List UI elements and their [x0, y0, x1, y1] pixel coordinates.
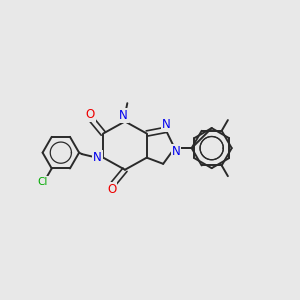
Text: N: N	[119, 109, 128, 122]
Text: Cl: Cl	[38, 177, 48, 187]
Text: O: O	[85, 108, 95, 121]
Text: N: N	[93, 151, 102, 164]
Text: N: N	[162, 118, 171, 131]
Text: O: O	[107, 183, 116, 196]
Text: N: N	[172, 145, 180, 158]
